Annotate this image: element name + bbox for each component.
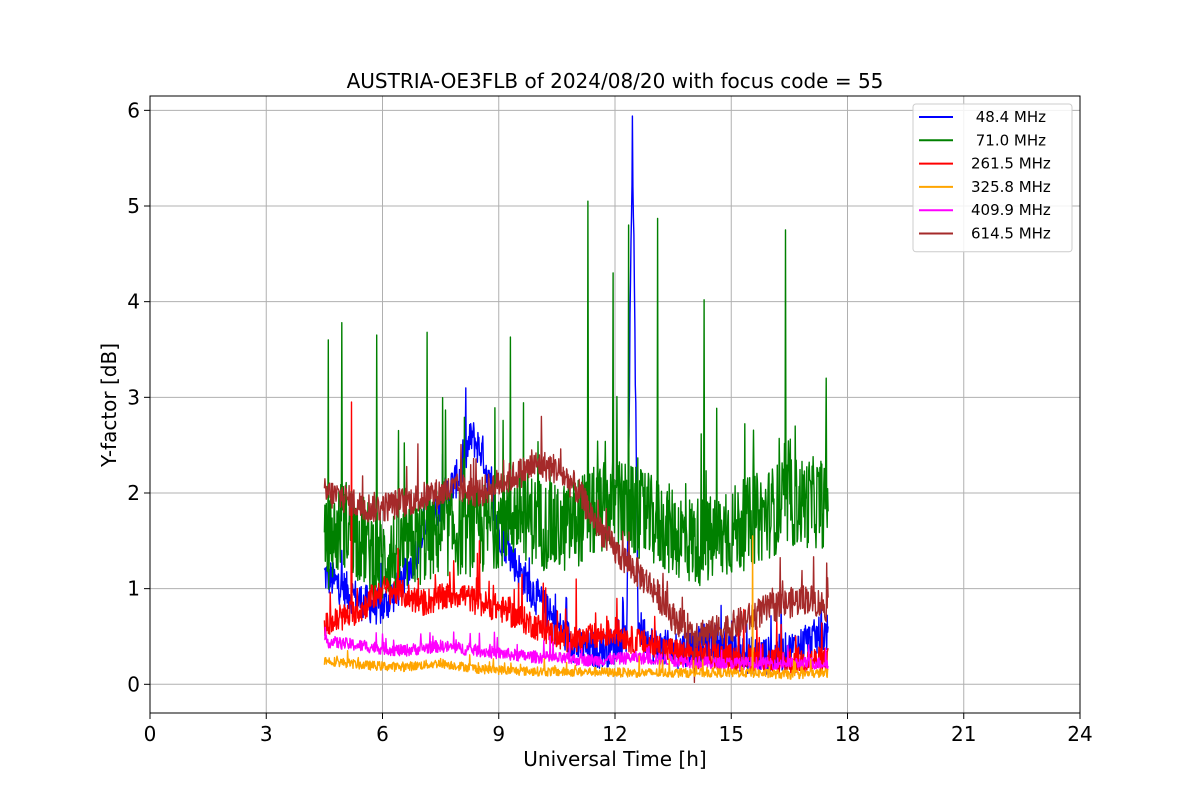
x-tick-label: 21 [951,722,976,746]
series-layer [323,115,829,684]
legend-label: 614.5 MHz [971,225,1051,243]
x-tick-label: 15 [719,722,744,746]
x-tick-label: 0 [144,722,157,746]
y-axis: 0 1 2 3 4 5 6 [127,98,150,696]
legend: 48.4 MHz 71.0 MHz 261.5 MHz 325.8 MHz 409.9… [912,103,1073,253]
series-line-409-9-mhz [323,626,829,671]
x-tick-label: 6 [376,722,389,746]
y-tick-label: 6 [127,98,140,122]
series-line-325-8-mhz [323,535,829,680]
legend-label: 409.9 MHz [971,201,1051,219]
y-axis-label: Y-factor [dB] [97,343,121,468]
y-tick-label: 1 [127,577,140,601]
x-tick-label: 18 [835,722,860,746]
legend-label: 261.5 MHz [971,155,1051,173]
y-tick-label: 2 [127,481,140,505]
legend-label: 48.4 MHz [971,108,1046,126]
series-line-71-0-mhz [323,200,829,599]
x-tick-label: 24 [1067,722,1092,746]
y-tick-label: 5 [127,194,140,218]
x-axis: 0 3 6 9 12 15 18 21 24 [144,713,1093,746]
x-tick-label: 9 [492,722,505,746]
chart-title: AUSTRIA-OE3FLB of 2024/08/20 with focus … [347,69,884,93]
x-axis-label: Universal Time [h] [523,747,706,771]
legend-label: 71.0 MHz [971,131,1046,149]
x-tick-label: 12 [602,722,627,746]
y-tick-label: 0 [127,672,140,696]
series-line-261-5-mhz [323,401,829,675]
y-tick-label: 3 [127,385,140,409]
series-line-614-5-mhz [323,415,829,684]
y-tick-label: 4 [127,290,140,314]
x-tick-label: 3 [260,722,273,746]
legend-label: 325.8 MHz [971,178,1051,196]
